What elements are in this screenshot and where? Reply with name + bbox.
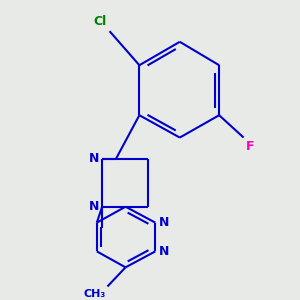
Text: N: N <box>88 152 99 165</box>
Text: CH₃: CH₃ <box>83 289 105 298</box>
Text: N: N <box>158 216 169 229</box>
Text: F: F <box>246 140 254 153</box>
Text: Cl: Cl <box>93 15 106 28</box>
Text: N: N <box>158 245 169 258</box>
Text: N: N <box>88 200 99 213</box>
